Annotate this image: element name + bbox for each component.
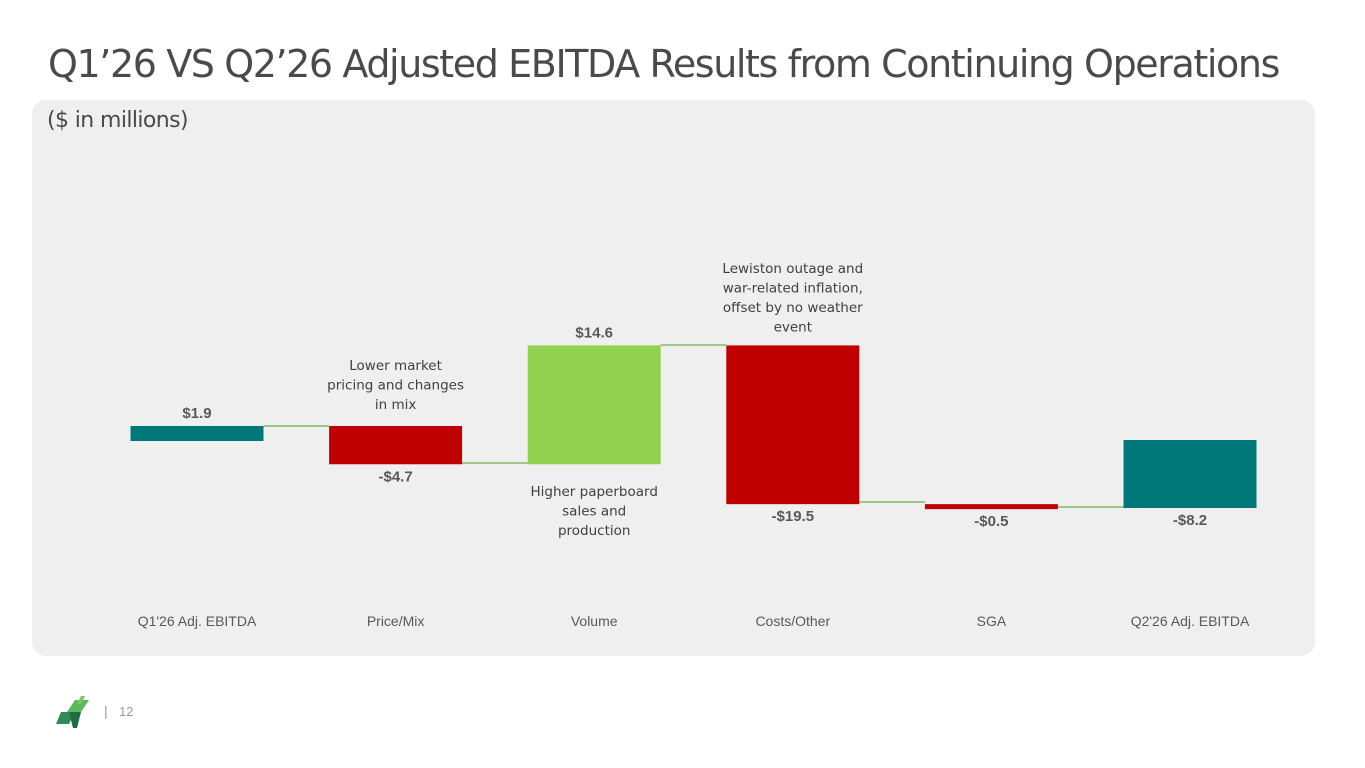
annotation-costs-other-line-4: event: [774, 320, 812, 336]
value-label-costs-other: -$19.5: [772, 508, 815, 525]
annotation-price-mix-line-3: in mix: [375, 397, 417, 413]
annotation-volume-line-1: Higher paperboard: [530, 484, 657, 500]
category-label-q2-26-adj-ebitda: Q2'26 Adj. EBITDA: [1131, 613, 1250, 629]
bar-price-mix: [329, 426, 463, 465]
footer-separator: |: [104, 703, 108, 719]
company-logo-icon: [56, 696, 89, 728]
annotation-costs-other-line-2: war-related inflation,: [723, 281, 863, 297]
bar-volume: [527, 345, 661, 465]
category-label-volume: Volume: [571, 613, 618, 629]
chart-panel: [32, 100, 1315, 656]
annotation-price-mix-line-2: pricing and changes: [327, 378, 464, 394]
bar-q2-26-adj-ebitda: [1123, 440, 1257, 508]
value-label-q1-26-adj-ebitda: $1.9: [182, 405, 211, 422]
annotation-costs-other-line-1: Lewiston outage and: [722, 261, 863, 277]
category-label-costs-other: Costs/Other: [755, 613, 830, 629]
value-label-sga: -$0.5: [974, 513, 1008, 530]
page-number: 12: [119, 704, 134, 719]
annotation-volume-line-3: production: [558, 523, 631, 539]
bar-sga: [924, 504, 1058, 510]
value-label-q2-26-adj-ebitda: -$8.2: [1173, 512, 1207, 529]
value-label-volume: $14.6: [575, 324, 613, 341]
category-label-price-mix: Price/Mix: [367, 613, 425, 629]
page-title: Q1’26 VS Q2’26 Adjusted EBITDA Results f…: [48, 42, 1280, 86]
annotation-volume-line-2: sales and: [562, 504, 626, 520]
bar-q1-26-adj-ebitda: [130, 426, 264, 441]
annotation-costs-other-line-3: offset by no weather: [723, 300, 863, 316]
category-label-q1-26-adj-ebitda: Q1'26 Adj. EBITDA: [138, 613, 257, 629]
chart-subtitle: ($ in millions): [47, 108, 189, 133]
value-label-price-mix: -$4.7: [378, 468, 412, 485]
annotation-price-mix-line-1: Lower market: [349, 358, 442, 374]
bar-costs-other: [726, 345, 860, 505]
category-label-sga: SGA: [977, 613, 1007, 629]
